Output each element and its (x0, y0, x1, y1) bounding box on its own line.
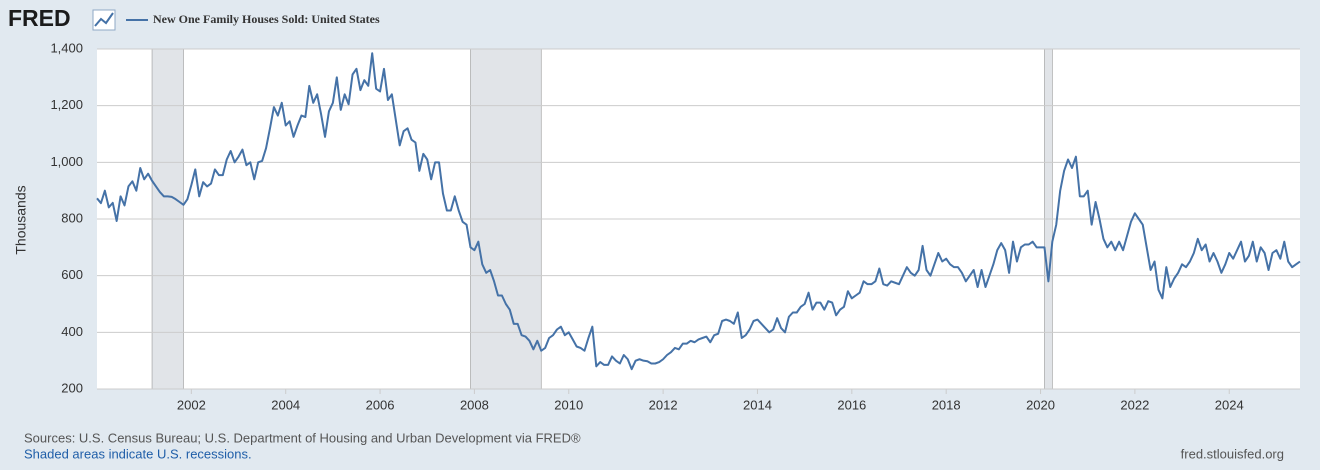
y-tick-label: 1,400 (50, 40, 83, 55)
x-tick-label: 2010 (554, 397, 583, 412)
logo: FRED (8, 5, 71, 31)
series-line (96, 52, 1301, 371)
y-tick-label: 400 (61, 324, 83, 339)
x-tick-label: 2024 (1215, 397, 1244, 412)
site-url[interactable]: fred.stlouisfed.org (1181, 446, 1284, 461)
x-tick-label: 2014 (743, 397, 772, 412)
legend-label: New One Family Houses Sold: United State… (153, 12, 380, 26)
x-tick-label: 2016 (837, 397, 866, 412)
x-tick-label: 2018 (932, 397, 961, 412)
x-tick-label: 2022 (1120, 397, 1149, 412)
x-tick-label: 2004 (271, 397, 300, 412)
x-tick-label: 2006 (366, 397, 395, 412)
y-tick-label: 1,200 (50, 97, 83, 112)
x-tick-label: 2002 (177, 397, 206, 412)
logo-icon (92, 9, 116, 31)
y-tick-label: 1,000 (50, 154, 83, 169)
y-tick-label: 800 (61, 210, 83, 225)
y-axis-title: Thousands (13, 185, 29, 254)
y-tick-label: 600 (61, 267, 83, 282)
y-tick-label: 200 (61, 380, 83, 395)
x-tick-label: 2020 (1026, 397, 1055, 412)
recession-note[interactable]: Shaded areas indicate U.S. recessions. (24, 446, 252, 461)
source: Sources: U.S. Census Bureau; U.S. Depart… (24, 430, 581, 445)
x-tick-label: 2012 (649, 397, 678, 412)
x-tick-label: 2008 (460, 397, 489, 412)
